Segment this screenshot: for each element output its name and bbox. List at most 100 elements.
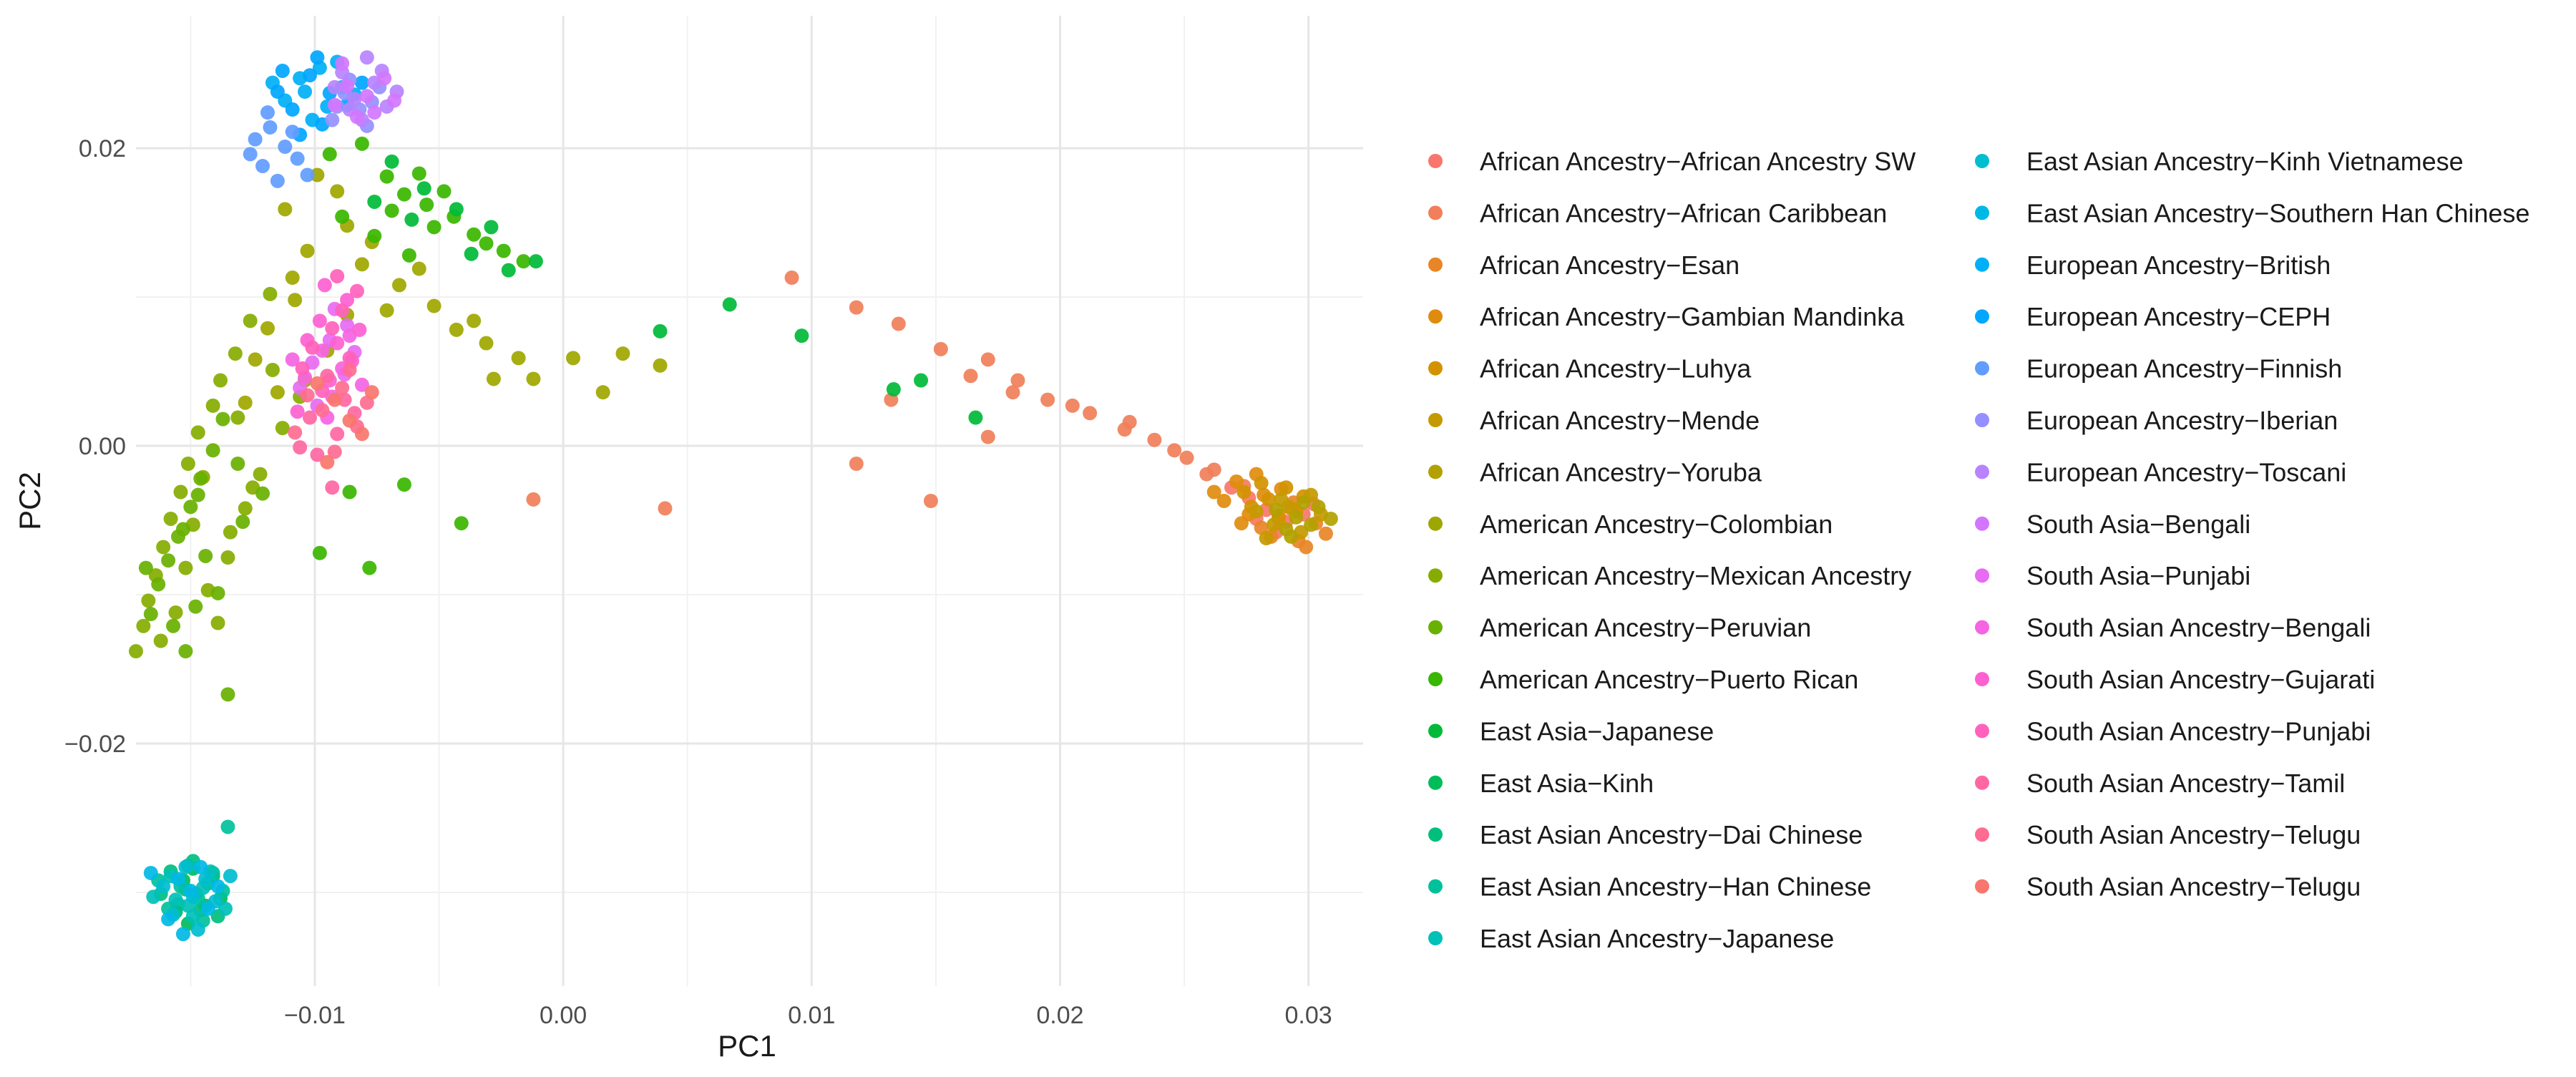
legend-item: African Ancestry−Mende	[1428, 406, 1760, 435]
legend-key	[1428, 827, 1443, 842]
data-point	[1311, 499, 1326, 515]
data-points	[129, 50, 1338, 942]
data-point	[230, 410, 245, 425]
data-point	[1005, 385, 1020, 400]
legend-item: African Ancestry−Luhya	[1428, 354, 1752, 384]
legend-label: European Ancestry−British	[2026, 250, 2331, 280]
data-point	[511, 351, 526, 366]
data-point	[278, 202, 293, 217]
legend-label: European Ancestry−CEPH	[2026, 302, 2331, 331]
data-point	[228, 346, 243, 361]
legend-item: American Ancestry−Puerto Rican	[1428, 665, 1858, 694]
legend-key	[1975, 568, 1989, 583]
data-point	[1010, 373, 1025, 388]
data-point	[379, 303, 394, 318]
legend-label: American Ancestry−Puerto Rican	[1480, 665, 1858, 694]
data-point	[180, 457, 195, 472]
legend-key	[1428, 931, 1443, 945]
data-point	[1259, 530, 1274, 545]
data-point	[325, 112, 340, 127]
data-point	[479, 336, 494, 351]
data-point	[1318, 526, 1333, 541]
data-point	[886, 382, 901, 397]
data-point	[653, 323, 668, 338]
data-point	[411, 166, 426, 181]
legend-key	[1428, 154, 1443, 168]
data-point	[265, 362, 280, 377]
legend-key	[1428, 413, 1443, 427]
y-axis-ticks: −0.02 0.00 0.02	[64, 135, 126, 758]
data-point	[1206, 484, 1221, 499]
data-point	[151, 577, 166, 592]
legend-label: East Asia−Kinh	[1480, 769, 1654, 798]
data-point	[359, 89, 374, 104]
data-point	[1284, 529, 1299, 544]
data-point	[166, 618, 181, 633]
legend-label: East Asian Ancestry−Southern Han Chinese	[2026, 198, 2529, 228]
data-point	[173, 484, 188, 499]
data-point	[1279, 480, 1294, 495]
legend-label: South Asian Ancestry−Telugu	[2026, 820, 2361, 849]
data-point	[255, 159, 270, 174]
legend-label: African Ancestry−Mende	[1480, 406, 1760, 435]
data-point	[270, 84, 285, 99]
data-point	[1323, 511, 1338, 526]
legend-item: American Ancestry−Colombian	[1428, 510, 1833, 539]
data-point	[933, 341, 948, 356]
data-point	[379, 169, 394, 184]
data-point	[278, 140, 293, 155]
data-point	[1234, 516, 1249, 531]
legend-key	[1975, 309, 1989, 324]
data-point	[260, 321, 275, 336]
data-point	[1065, 398, 1080, 413]
data-point	[218, 901, 233, 916]
data-point	[335, 380, 350, 395]
legend-key	[1428, 464, 1443, 479]
data-point	[327, 97, 342, 112]
legend-item: South Asia−Punjabi	[1975, 561, 2250, 590]
data-point	[1040, 392, 1055, 407]
data-point	[238, 395, 253, 410]
legend: African Ancestry−African Ancestry SW Afri…	[1428, 147, 2529, 953]
data-point	[923, 494, 938, 508]
data-point	[325, 321, 340, 336]
legend-item: African Ancestry−Gambian Mandinka	[1428, 302, 1905, 331]
data-point	[205, 443, 220, 458]
legend-item: East Asia−Japanese	[1428, 716, 1714, 746]
x-tick-label: 0.01	[788, 1002, 835, 1029]
data-point	[479, 236, 494, 251]
data-point	[595, 385, 610, 400]
data-point	[141, 593, 156, 608]
data-point	[330, 427, 345, 442]
data-point	[168, 892, 183, 907]
data-point	[210, 585, 225, 600]
data-point	[362, 560, 377, 575]
data-point	[1267, 517, 1282, 532]
data-point	[454, 516, 469, 531]
data-point	[330, 268, 345, 283]
data-point	[359, 50, 374, 65]
data-point	[243, 147, 258, 162]
data-point	[288, 425, 303, 440]
data-point	[210, 879, 225, 894]
data-point	[1262, 492, 1277, 507]
legend-label: European Ancestry−Iberian	[2026, 406, 2338, 435]
legend-item: African Ancestry−Esan	[1428, 250, 1740, 280]
legend-key	[1428, 723, 1443, 739]
gridlines	[136, 16, 1363, 986]
data-point	[230, 457, 245, 472]
data-point	[1147, 432, 1162, 447]
x-tick-label: 0.00	[540, 1002, 587, 1029]
legend-item: African Ancestry−African Ancestry SW	[1428, 147, 1916, 176]
data-point	[404, 212, 419, 227]
legend-label: South Asian Ancestry−Bengali	[2026, 613, 2371, 643]
data-point	[528, 254, 543, 269]
data-point	[658, 501, 673, 516]
data-point	[384, 203, 399, 218]
legend-item: South Asian Ancestry−Gujarati	[1975, 665, 2375, 694]
data-point	[486, 371, 501, 386]
data-point	[501, 263, 516, 278]
data-point	[161, 912, 176, 927]
